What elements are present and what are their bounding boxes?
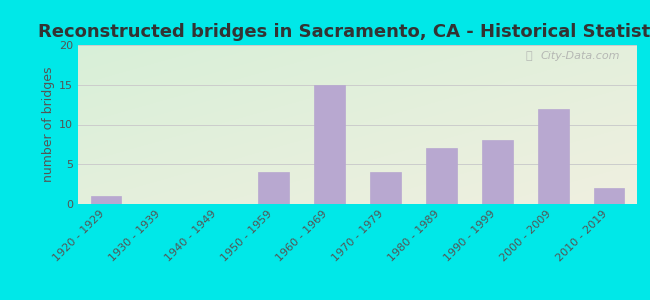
Bar	[90, 196, 122, 204]
Bar	[258, 172, 289, 204]
Bar	[426, 148, 457, 204]
Y-axis label: number of bridges: number of bridges	[42, 67, 55, 182]
Text: City-Data.com: City-Data.com	[541, 51, 620, 62]
Bar	[593, 188, 625, 204]
Bar	[482, 140, 513, 204]
Bar	[314, 85, 345, 204]
Bar	[538, 109, 569, 204]
Text: ⓘ: ⓘ	[525, 51, 532, 62]
Bar	[370, 172, 401, 204]
Title: Reconstructed bridges in Sacramento, CA - Historical Statistics: Reconstructed bridges in Sacramento, CA …	[38, 23, 650, 41]
